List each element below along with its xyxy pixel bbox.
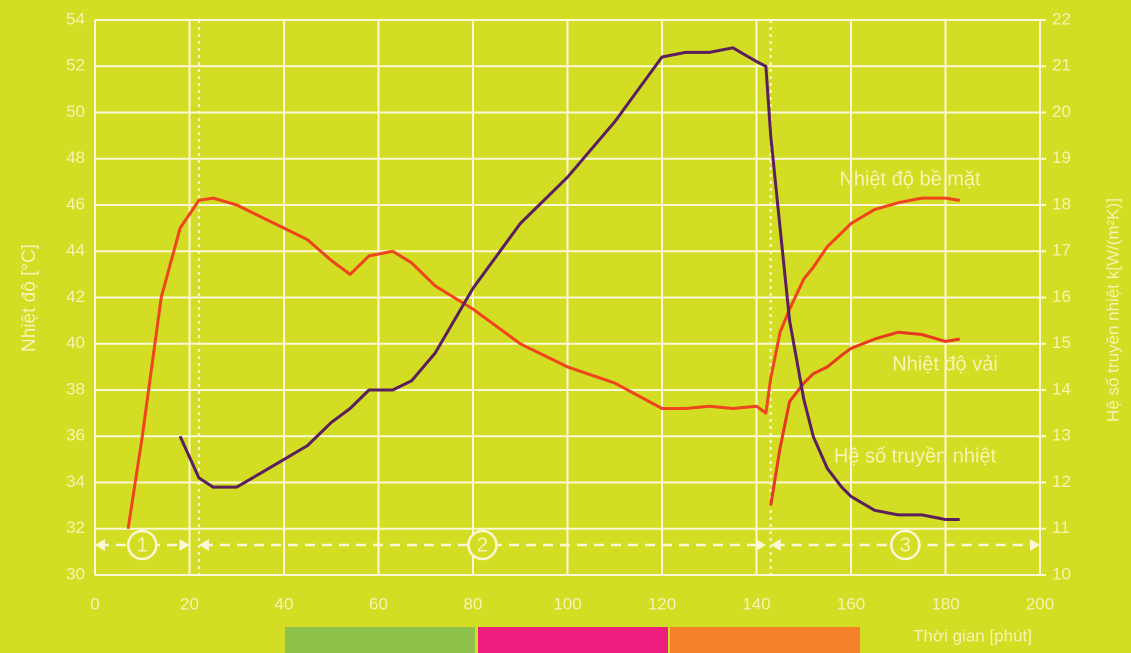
y2-tick-label: 12 [1052, 472, 1071, 491]
y-tick-label: 40 [66, 333, 85, 352]
y-tick-label: 42 [66, 287, 85, 306]
series-line [178, 46, 960, 521]
phase-circle [467, 529, 498, 561]
y-tick-label: 38 [66, 379, 85, 398]
x-tick-label: 140 [742, 594, 770, 613]
x-tick-label: 60 [369, 594, 388, 613]
strip [285, 627, 475, 653]
y-tick-label: 30 [66, 564, 85, 583]
phase-label: 1 [137, 534, 148, 556]
y-tick-label: 44 [66, 241, 85, 260]
y2-tick-label: 18 [1052, 194, 1071, 213]
y-tick-label: 52 [66, 56, 85, 75]
strip [670, 627, 860, 653]
phase-circle [890, 529, 921, 561]
x-tick-label: 20 [180, 594, 199, 613]
series-line [126, 196, 960, 530]
y2-tick-label: 15 [1052, 333, 1071, 352]
y-tick-label: 50 [66, 102, 85, 121]
y-tick-label: 48 [66, 148, 85, 167]
series-label: Hệ số truyền nhiệt [834, 445, 997, 467]
y2-tick-label: 21 [1052, 56, 1071, 75]
y2-tick-label: 13 [1052, 426, 1071, 445]
x-tick-label: 40 [275, 594, 294, 613]
y-tick-label: 36 [66, 426, 85, 445]
y-axis-title: Nhiệt độ [°C] [19, 244, 40, 352]
y-tick-label: 54 [66, 9, 85, 28]
x-tick-label: 180 [931, 594, 959, 613]
series-line [769, 330, 960, 506]
series-label: Nhiệt độ vải [892, 353, 998, 375]
y-tick-label: 46 [66, 194, 85, 213]
x-tick-label: 100 [553, 594, 581, 613]
y2-tick-label: 20 [1052, 102, 1071, 121]
phase-label: 3 [900, 534, 911, 556]
x-axis-title: Thời gian [phút] [913, 626, 1032, 645]
y2-tick-label: 16 [1052, 287, 1071, 306]
y2-tick-label: 11 [1052, 518, 1070, 537]
y2-tick-label: 14 [1052, 379, 1071, 398]
x-tick-label: 0 [90, 594, 99, 613]
x-tick-label: 200 [1026, 594, 1054, 613]
y2-axis-title: Hệ số truyền nhiệt k[W/(m²K)] [1103, 198, 1122, 422]
series-label: Nhiệt độ bề mặt [839, 168, 981, 190]
arrow-head [95, 539, 190, 551]
phase-circle [127, 529, 158, 561]
x-tick-label: 80 [464, 594, 483, 613]
y2-tick-label: 10 [1052, 564, 1071, 583]
strip [478, 627, 668, 653]
x-tick-label: 160 [837, 594, 865, 613]
x-tick-label: 120 [648, 594, 676, 613]
y2-tick-label: 17 [1052, 241, 1071, 260]
y2-tick-label: 19 [1052, 148, 1071, 167]
y2-tick-label: 22 [1052, 9, 1071, 28]
y-tick-label: 34 [66, 472, 85, 491]
y-tick-label: 32 [66, 518, 85, 537]
phase-label: 2 [477, 534, 488, 556]
